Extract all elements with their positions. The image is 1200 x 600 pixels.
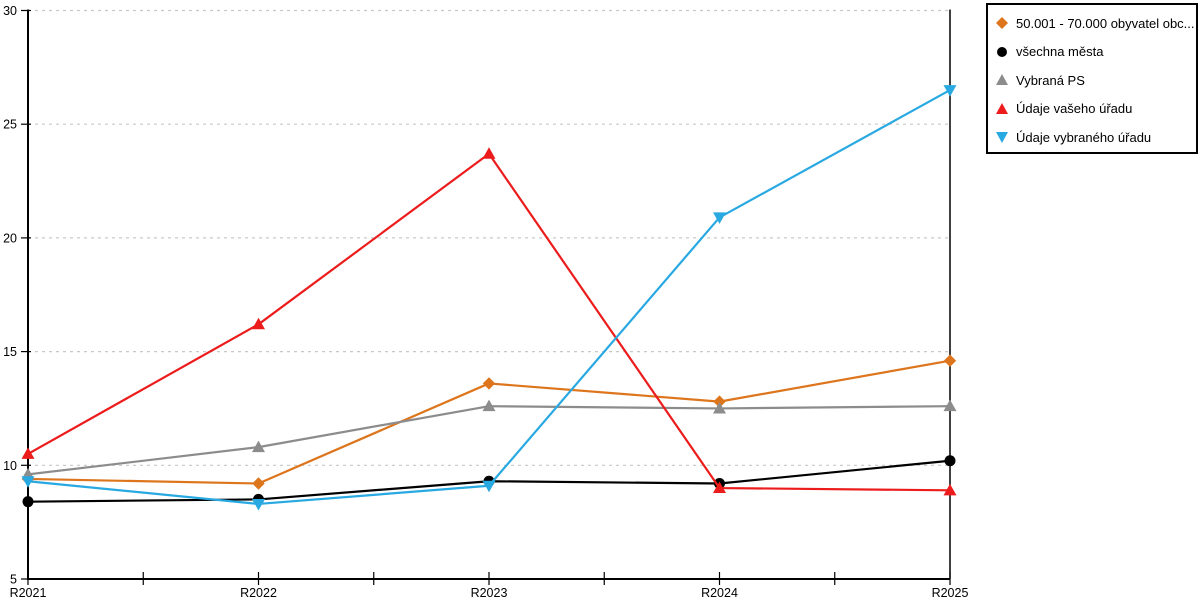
data-point: [22, 496, 34, 508]
data-point: [252, 477, 265, 490]
data-point: [21, 447, 35, 459]
y-tick-label: 25: [3, 118, 17, 132]
legend-marker-diamond-icon: [996, 17, 1008, 30]
legend-item-label: Údaje vybraného úřadu: [1016, 129, 1152, 145]
data-point: [713, 401, 726, 414]
data-point: [482, 147, 496, 159]
x-tick-label: R2022: [240, 586, 277, 600]
legend-item-1[interactable]: 50.001 - 70.000 obyvatel obc...: [988, 9, 1196, 38]
axes: 5 10 15 20 25 30 R2021 R2022 R2023 R2024 R2025: [3, 4, 968, 600]
legend-item-2[interactable]: všechna města: [988, 38, 1196, 67]
data-point: [943, 399, 957, 412]
y-tick-label: 30: [3, 4, 17, 18]
data-point: [713, 395, 726, 408]
data-point: [713, 481, 726, 494]
y-tick-label: 20: [3, 231, 17, 245]
x-tick-label: R2025: [932, 586, 969, 600]
legend-item-label: 50.001 - 70.000 obyvatel obc...: [1016, 15, 1195, 31]
data-point: [943, 483, 957, 496]
y-tick-label: 5: [10, 573, 17, 587]
data-point: [482, 480, 496, 493]
legend-item-label: všechna města: [1016, 44, 1104, 60]
legend-item-label: Údaje vašeho úřadu: [1016, 101, 1133, 117]
legend-marker-triangle-up-icon: [996, 102, 1008, 114]
legend-marker-circle-icon: [997, 46, 1007, 57]
data-point: [944, 455, 956, 467]
gridlines: [28, 9, 950, 466]
series-1: [21, 354, 957, 490]
data-point: [943, 85, 957, 97]
data-point: [252, 317, 265, 330]
legend-marker-triangle-down-icon: [996, 132, 1008, 144]
x-tick-label: R2023: [471, 586, 508, 600]
y-tick-label: 10: [3, 459, 17, 473]
data-point: [252, 498, 265, 511]
legend-item-label: Vybraná PS: [1016, 72, 1085, 88]
legend-item-3[interactable]: Vybraná PS: [988, 66, 1196, 95]
y-tick-label: 15: [3, 345, 17, 359]
legend-marker-triangle-up-icon: [996, 74, 1008, 86]
data-point: [943, 354, 957, 367]
data-point: [713, 212, 726, 224]
series-4: [21, 147, 957, 496]
data-point: [252, 440, 265, 453]
legend-item-5[interactable]: Údaje vybraného úřadu: [988, 123, 1196, 152]
series-5: [21, 85, 957, 511]
legend-item-4[interactable]: Údaje vašeho úřadu: [988, 95, 1196, 124]
data-point: [21, 476, 35, 488]
data-point: [482, 399, 496, 412]
data-point: [482, 377, 496, 390]
series-3: [21, 399, 957, 480]
legend: 50.001 - 70.000 obyvatel obc... všechna …: [986, 3, 1198, 154]
x-tick-label: R2021: [10, 586, 47, 600]
x-tick-label: R2024: [701, 586, 738, 600]
